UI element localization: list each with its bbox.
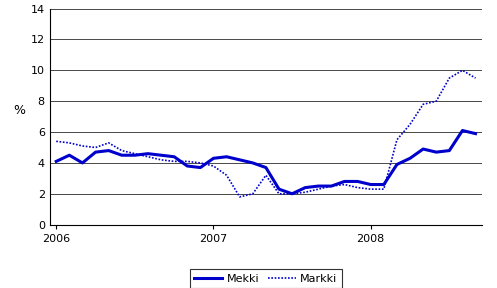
Mekki	[355, 180, 361, 183]
Mekki	[433, 150, 439, 154]
Markki	[67, 141, 73, 145]
Mekki	[446, 149, 452, 152]
Markki	[329, 184, 334, 188]
Markki	[237, 195, 243, 199]
Mekki	[250, 161, 256, 165]
Mekki	[381, 183, 387, 186]
Markki	[433, 99, 439, 103]
Mekki	[53, 160, 59, 163]
Mekki	[119, 154, 125, 157]
Markki	[341, 183, 347, 186]
Mekki	[80, 161, 85, 165]
Mekki	[329, 184, 334, 188]
Mekki	[263, 166, 269, 169]
Markki	[473, 76, 479, 80]
Mekki	[145, 152, 151, 156]
Markki	[276, 192, 282, 196]
Mekki	[132, 154, 138, 157]
Markki	[446, 76, 452, 80]
Mekki	[67, 154, 73, 157]
Line: Markki: Markki	[56, 70, 476, 197]
Mekki	[276, 187, 282, 191]
Markki	[302, 191, 308, 194]
Markki	[355, 186, 361, 189]
Y-axis label: %: %	[13, 104, 26, 117]
Mekki	[368, 183, 374, 186]
Mekki	[407, 157, 413, 160]
Mekki	[197, 166, 203, 169]
Markki	[420, 103, 426, 106]
Markki	[211, 164, 217, 168]
Markki	[197, 161, 203, 165]
Mekki	[92, 150, 98, 154]
Markki	[459, 69, 465, 72]
Markki	[394, 138, 400, 141]
Markki	[381, 187, 387, 191]
Mekki	[302, 186, 308, 189]
Mekki	[106, 149, 112, 152]
Mekki	[211, 157, 217, 160]
Markki	[132, 152, 138, 156]
Markki	[184, 160, 190, 163]
Markki	[53, 140, 59, 143]
Mekki	[171, 155, 177, 158]
Mekki	[341, 180, 347, 183]
Legend: Mekki, Markki: Mekki, Markki	[190, 269, 342, 288]
Markki	[92, 146, 98, 149]
Markki	[158, 158, 164, 162]
Markki	[80, 144, 85, 148]
Markki	[263, 174, 269, 177]
Markki	[119, 149, 125, 152]
Mekki	[420, 147, 426, 151]
Markki	[145, 155, 151, 158]
Mekki	[459, 129, 465, 132]
Markki	[368, 187, 374, 191]
Mekki	[473, 132, 479, 135]
Markki	[315, 187, 321, 191]
Mekki	[184, 164, 190, 168]
Markki	[289, 192, 295, 196]
Markki	[250, 192, 256, 196]
Markki	[106, 141, 112, 145]
Markki	[171, 160, 177, 163]
Mekki	[289, 192, 295, 196]
Line: Mekki: Mekki	[56, 130, 476, 194]
Mekki	[224, 155, 230, 158]
Markki	[224, 174, 230, 177]
Mekki	[394, 163, 400, 166]
Mekki	[158, 154, 164, 157]
Markki	[407, 123, 413, 126]
Mekki	[237, 158, 243, 162]
Mekki	[315, 184, 321, 188]
